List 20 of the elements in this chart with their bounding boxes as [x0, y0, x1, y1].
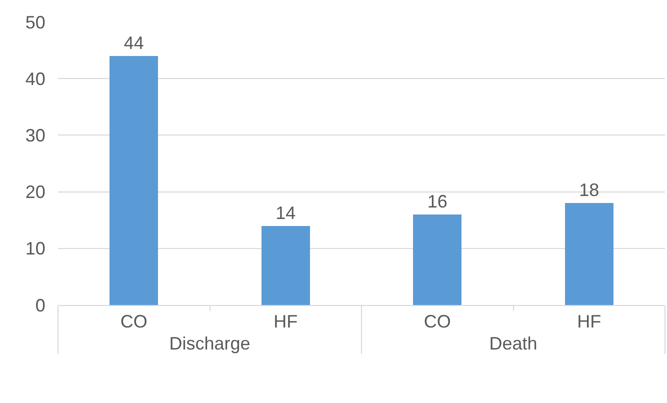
bar — [413, 214, 462, 305]
bar — [564, 203, 614, 305]
x-tick-label: HF — [274, 312, 298, 332]
y-tick-label: 20 — [25, 182, 46, 202]
y-tick-label: 50 — [25, 12, 46, 32]
y-tick-label: 30 — [25, 126, 46, 146]
bar — [261, 226, 310, 305]
data-label: 44 — [124, 32, 144, 53]
y-tick-label: 0 — [35, 295, 46, 316]
data-label: 18 — [579, 180, 600, 200]
data-label: 16 — [427, 191, 448, 212]
bar — [110, 56, 158, 305]
x-tick-label: CO — [120, 312, 148, 332]
data-label: 14 — [276, 202, 296, 223]
text: Death — [489, 334, 538, 354]
y-tick-label: 40 — [25, 68, 46, 89]
x-tick-label: HF — [577, 312, 602, 332]
text: Discharge — [169, 334, 250, 354]
y-tick-label: 10 — [25, 238, 46, 259]
x-tick-label: CO — [424, 312, 451, 332]
